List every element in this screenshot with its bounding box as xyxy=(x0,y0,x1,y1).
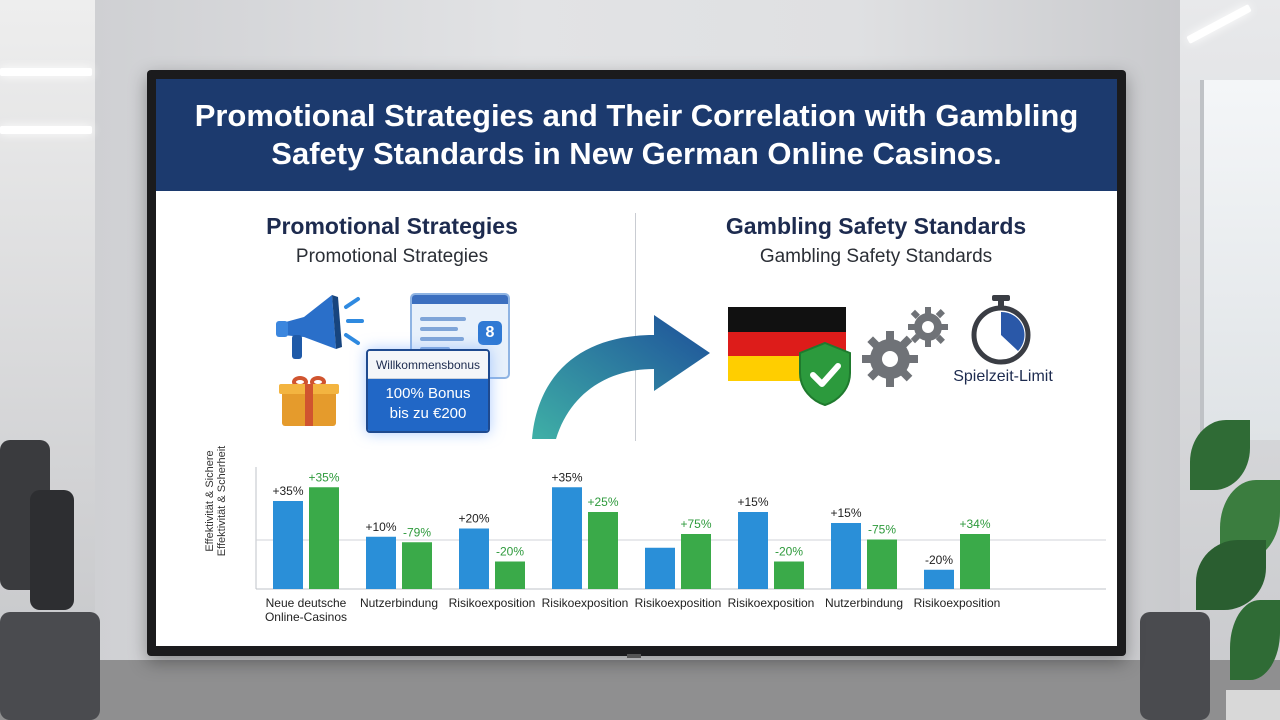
gears-icon xyxy=(862,307,948,387)
data-label: +15% xyxy=(737,495,768,509)
data-label: -20% xyxy=(496,545,524,559)
data-label: +75% xyxy=(680,517,711,531)
x-tick-label: Neue deutsche xyxy=(266,596,347,610)
bar xyxy=(495,561,525,589)
plant-pot xyxy=(1226,690,1280,720)
stopwatch-icon xyxy=(971,295,1031,365)
data-label: +15% xyxy=(830,506,861,520)
bar xyxy=(402,542,432,589)
x-tick-label: Nutzerbindung xyxy=(825,596,903,610)
bar-chart: Effektivität & Sichere Effektivität & Sc… xyxy=(204,446,1116,639)
check-shield-icon xyxy=(799,341,851,407)
curved-arrow-icon xyxy=(532,315,710,439)
bar xyxy=(738,512,768,589)
data-label: -20% xyxy=(925,553,953,567)
bar xyxy=(588,512,618,589)
bonus-card-body: 100% Bonus bis zu €200 xyxy=(368,379,488,431)
x-tick-label: Risikoexposition xyxy=(728,596,815,610)
chair xyxy=(1140,612,1210,720)
data-label: +20% xyxy=(458,512,489,526)
floor xyxy=(0,660,1280,720)
x-tick-label: Risikoexposition xyxy=(449,596,536,610)
data-label: +35% xyxy=(272,484,303,498)
bar xyxy=(459,528,489,589)
section-divider xyxy=(635,213,636,441)
bar xyxy=(867,539,897,589)
title-band: Promotional Strategies and Their Correla… xyxy=(156,79,1117,191)
data-label: +35% xyxy=(551,470,582,484)
gift-icon xyxy=(279,376,339,426)
left-section-header: Promotional Strategies Promotional Strat… xyxy=(212,213,572,268)
x-tick-label: Risikoexposition xyxy=(914,596,1001,610)
data-label: +35% xyxy=(308,470,339,484)
x-tick-label: Nutzerbindung xyxy=(360,596,438,610)
bonus-card-title: Willkommensbonus xyxy=(368,351,488,379)
bar xyxy=(552,487,582,589)
bar xyxy=(273,501,303,589)
data-label: +25% xyxy=(587,495,618,509)
y-axis-label-line2: Effektivität & Scherheit xyxy=(216,445,228,557)
megaphone-icon xyxy=(276,295,364,359)
x-tick-label: Risikoexposition xyxy=(635,596,722,610)
right-section-header: Gambling Safety Standards Gambling Safet… xyxy=(696,213,1056,268)
window xyxy=(1200,80,1280,440)
right-section-heading: Gambling Safety Standards xyxy=(725,213,1027,239)
y-axis-label: Effektivität & Sichere Effektivität & Sc… xyxy=(204,441,228,561)
chair xyxy=(30,490,74,610)
bar xyxy=(681,534,711,589)
data-label: -75% xyxy=(868,523,896,537)
bar xyxy=(960,534,990,589)
presentation-screen: Promotional Strategies and Their Correla… xyxy=(156,79,1117,646)
flag-stripe-black xyxy=(728,307,846,332)
x-tick-label: Risikoexposition xyxy=(542,596,629,610)
bar xyxy=(774,561,804,589)
page-title: Promotional Strategies and Their Correla… xyxy=(194,98,1079,171)
bar xyxy=(924,569,954,589)
data-label: -79% xyxy=(403,525,431,539)
data-label: -20% xyxy=(775,545,803,559)
right-section-subheading: Gambling Safety Standards xyxy=(759,246,993,267)
data-label: +34% xyxy=(959,517,990,531)
x-tick-label: Online-Casinos xyxy=(265,610,347,624)
bar xyxy=(645,547,675,589)
ceiling-light xyxy=(0,126,92,134)
bar xyxy=(309,487,339,589)
data-label: +10% xyxy=(365,520,396,534)
bonus-card-line2: bis zu €200 xyxy=(389,405,467,422)
playtime-limit-label: Spielzeit-Limit xyxy=(953,368,1053,385)
chair xyxy=(0,612,100,720)
ceiling-light xyxy=(0,68,92,76)
welcome-bonus-card: Willkommensbonus 100% Bonus bis zu €200 xyxy=(366,349,490,433)
tv-logo xyxy=(627,654,641,658)
bar xyxy=(831,523,861,589)
left-section-heading: Promotional Strategies xyxy=(266,213,518,239)
bar xyxy=(366,536,396,589)
bonus-card-line1: 100% Bonus xyxy=(385,385,471,402)
y-axis-label-line1: Effektivität & Sichere xyxy=(204,450,216,552)
left-section-subheading: Promotional Strategies xyxy=(295,246,489,267)
